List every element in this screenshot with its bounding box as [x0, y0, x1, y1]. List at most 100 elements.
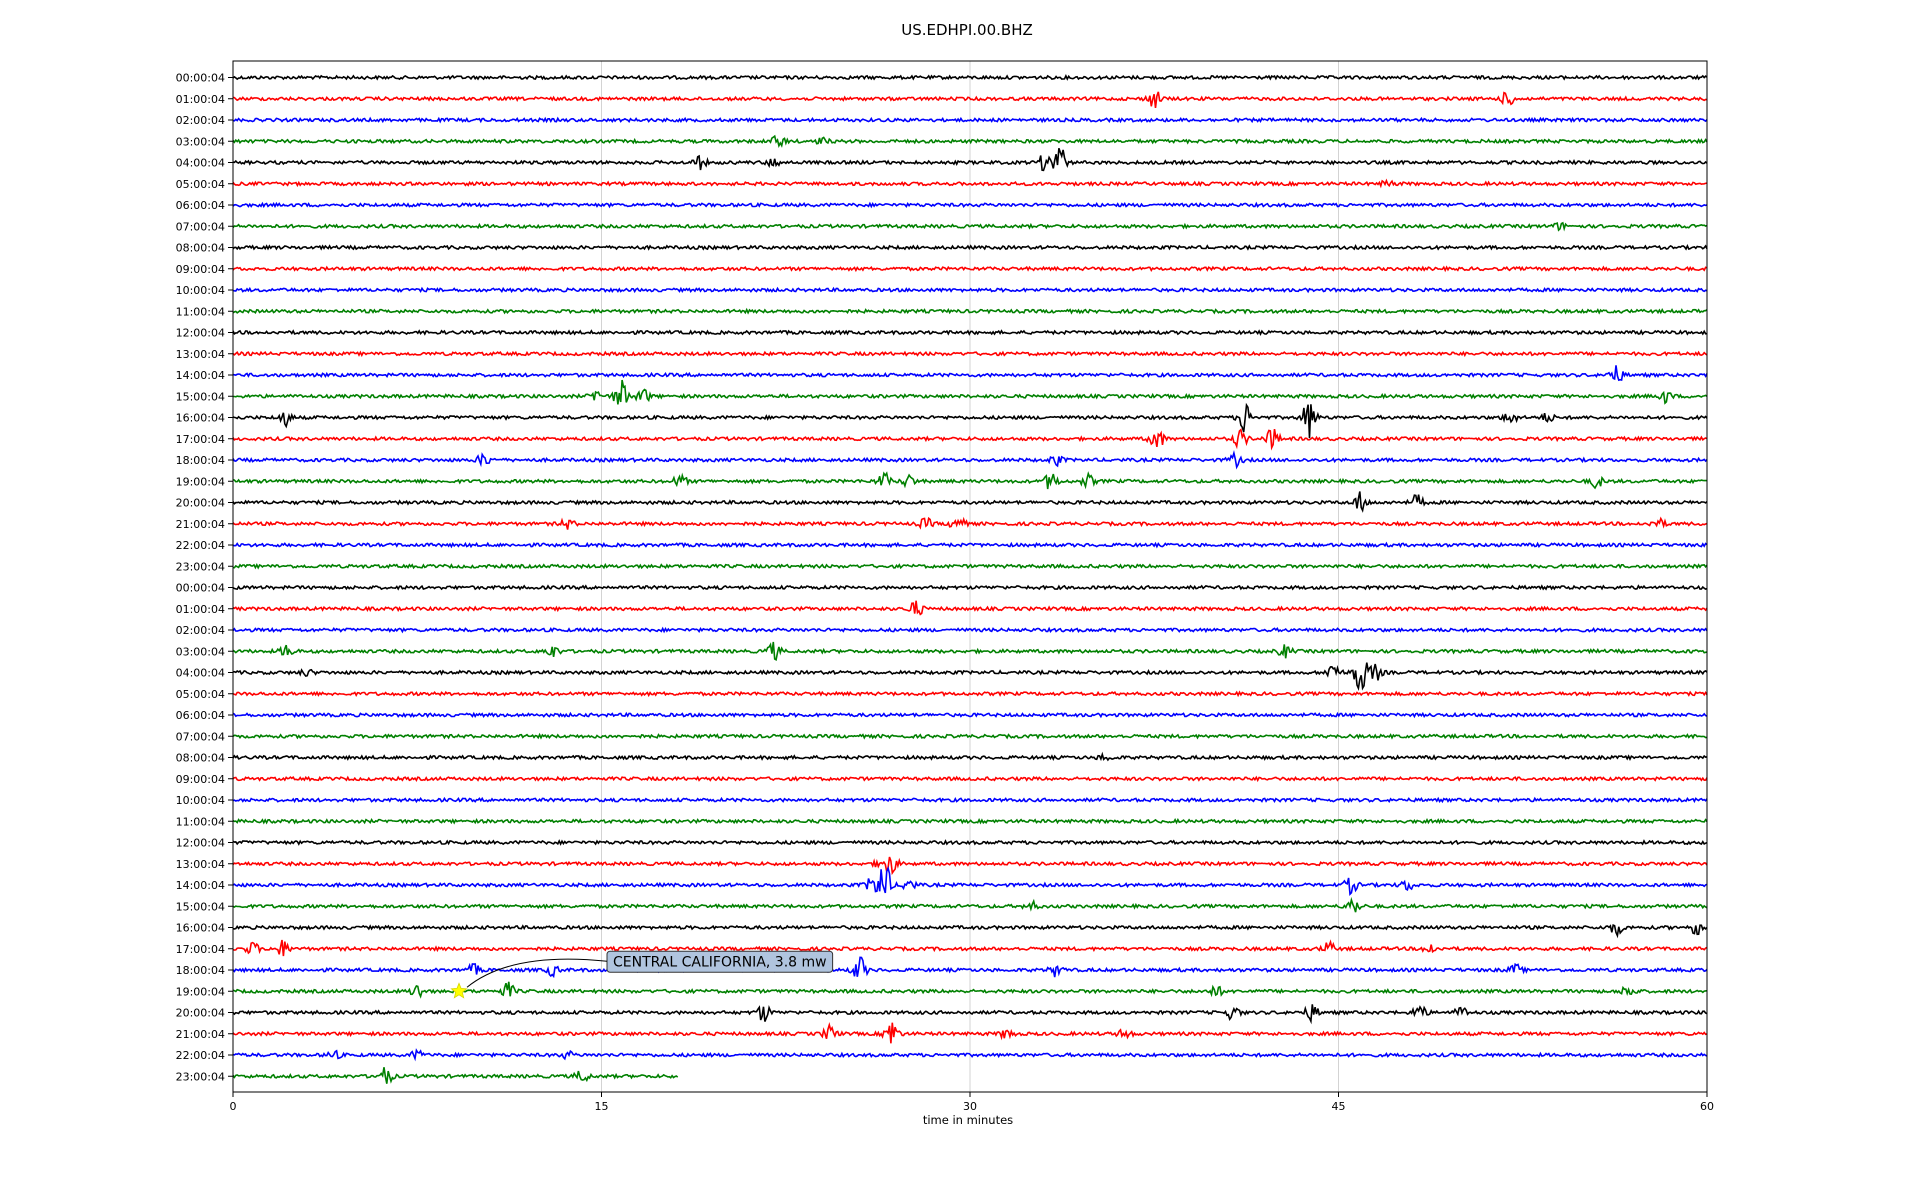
- event-star-marker: [450, 982, 468, 999]
- trace-line: [232, 796, 1708, 804]
- row-time-label: 06:00:04: [176, 709, 225, 722]
- x-tick-label: 60: [1700, 1100, 1714, 1113]
- trace-line: [232, 221, 1708, 232]
- trace-line: [232, 402, 1708, 439]
- trace-line: [232, 711, 1708, 719]
- chart-title: US.EDHPI.00.BHZ: [901, 21, 1033, 39]
- row-time-label: 01:00:04: [176, 603, 225, 616]
- row-time-label: 16:00:04: [176, 412, 225, 425]
- annotation-connector: [466, 958, 608, 988]
- row-time-label: 00:00:04: [176, 72, 225, 85]
- trace-line: [232, 147, 1708, 172]
- trace-line: [232, 600, 1708, 616]
- event-annotations: CENTRAL CALIFORNIA, 3.8 mw: [450, 950, 834, 999]
- trace-line: [232, 956, 1708, 979]
- trace-line: [232, 1022, 1708, 1044]
- row-time-label: 00:00:04: [176, 582, 225, 595]
- row-time-label: 01:00:04: [176, 93, 225, 106]
- row-time-label: 12:00:04: [176, 327, 225, 340]
- trace-line: [232, 329, 1708, 337]
- row-time-label: 22:00:04: [176, 539, 225, 552]
- row-time-label: 09:00:04: [176, 773, 225, 786]
- row-time-label: 05:00:04: [176, 178, 225, 191]
- row-time-label: 12:00:04: [176, 837, 225, 850]
- trace-line: [232, 690, 1708, 698]
- row-time-label: 07:00:04: [176, 220, 225, 233]
- trace-line: [232, 562, 1708, 570]
- row-time-label: 20:00:04: [176, 1007, 225, 1020]
- trace-line: [232, 243, 1708, 251]
- trace-line: [232, 541, 1708, 549]
- trace-line: [232, 839, 1708, 846]
- event-annotation-text: CENTRAL CALIFORNIA, 3.8 mw: [613, 954, 827, 970]
- event-annotation-box: [606, 950, 834, 973]
- trace-line: [232, 428, 1708, 451]
- trace-line: [232, 516, 1708, 530]
- trace-line: [232, 134, 1708, 148]
- trace-line: [232, 350, 1708, 358]
- trace-line: [232, 641, 1708, 662]
- row-time-label: 04:00:04: [176, 157, 225, 170]
- trace-line: [232, 865, 1708, 897]
- x-tick-label: 0: [230, 1100, 237, 1113]
- trace-line: [232, 201, 1708, 209]
- row-time-label: 02:00:04: [176, 114, 225, 127]
- trace-line: [232, 449, 1708, 470]
- row-time-label: 10:00:04: [176, 794, 225, 807]
- row-time-label: 03:00:04: [176, 135, 225, 148]
- row-time-label: 04:00:04: [176, 667, 225, 680]
- trace-line: [232, 923, 1708, 939]
- trace-line: [232, 365, 1708, 382]
- row-time-label: 07:00:04: [176, 730, 225, 743]
- row-time-label: 13:00:04: [176, 858, 225, 871]
- x-tick-label: 45: [1332, 1100, 1346, 1113]
- row-time-label: 15:00:04: [176, 390, 225, 403]
- row-time-label: 05:00:04: [176, 688, 225, 701]
- trace-line: [232, 775, 1708, 783]
- trace-line: [232, 981, 1708, 999]
- trace-line: [232, 286, 1708, 294]
- row-time-label: 02:00:04: [176, 624, 225, 637]
- row-time-label: 03:00:04: [176, 645, 225, 658]
- trace-line: [232, 939, 1708, 957]
- x-tick-label: 30: [963, 1100, 977, 1113]
- row-time-label: 21:00:04: [176, 1028, 225, 1041]
- trace-line: [232, 1004, 1708, 1025]
- row-time-label: 20:00:04: [176, 497, 225, 510]
- trace-line: [232, 265, 1708, 273]
- trace-line: [232, 584, 1708, 591]
- row-time-label: 19:00:04: [176, 985, 225, 998]
- trace-lines: [232, 73, 1708, 1084]
- trace-line: [232, 817, 1708, 825]
- trace-line: [232, 491, 1708, 513]
- row-time-label: 23:00:04: [176, 1070, 225, 1083]
- row-time-label: 16:00:04: [176, 922, 225, 935]
- trace-line: [232, 471, 1708, 490]
- row-time-label: 18:00:04: [176, 964, 225, 977]
- row-time-label: 10:00:04: [176, 284, 225, 297]
- grid-lines: [601, 61, 1339, 1092]
- row-time-label: 14:00:04: [176, 879, 225, 892]
- trace-line: [232, 626, 1708, 634]
- row-time-label: 11:00:04: [176, 815, 225, 828]
- row-time-label: 08:00:04: [176, 752, 225, 765]
- trace-line: [233, 379, 1708, 405]
- trace-line: [232, 178, 1708, 189]
- row-time-label: 21:00:04: [176, 518, 225, 531]
- row-time-label: 17:00:04: [176, 433, 225, 446]
- trace-line: [232, 91, 1708, 108]
- row-time-labels: 00:00:04 01:00:04 02:00:04 03:00:04 04:00:04…: [176, 72, 233, 1083]
- trace-line: [232, 662, 1708, 692]
- trace-line: [232, 732, 1708, 740]
- row-time-label: 13:00:04: [176, 348, 225, 361]
- trace-line: [232, 1048, 1708, 1062]
- row-time-label: 11:00:04: [176, 305, 225, 318]
- trace-line: [232, 307, 1708, 315]
- row-time-label: 22:00:04: [176, 1049, 225, 1062]
- trace-line: [232, 73, 1708, 81]
- trace-line: [232, 856, 1708, 876]
- row-time-label: 15:00:04: [176, 900, 225, 913]
- trace-line: [232, 116, 1708, 124]
- row-time-label: 09:00:04: [176, 263, 225, 276]
